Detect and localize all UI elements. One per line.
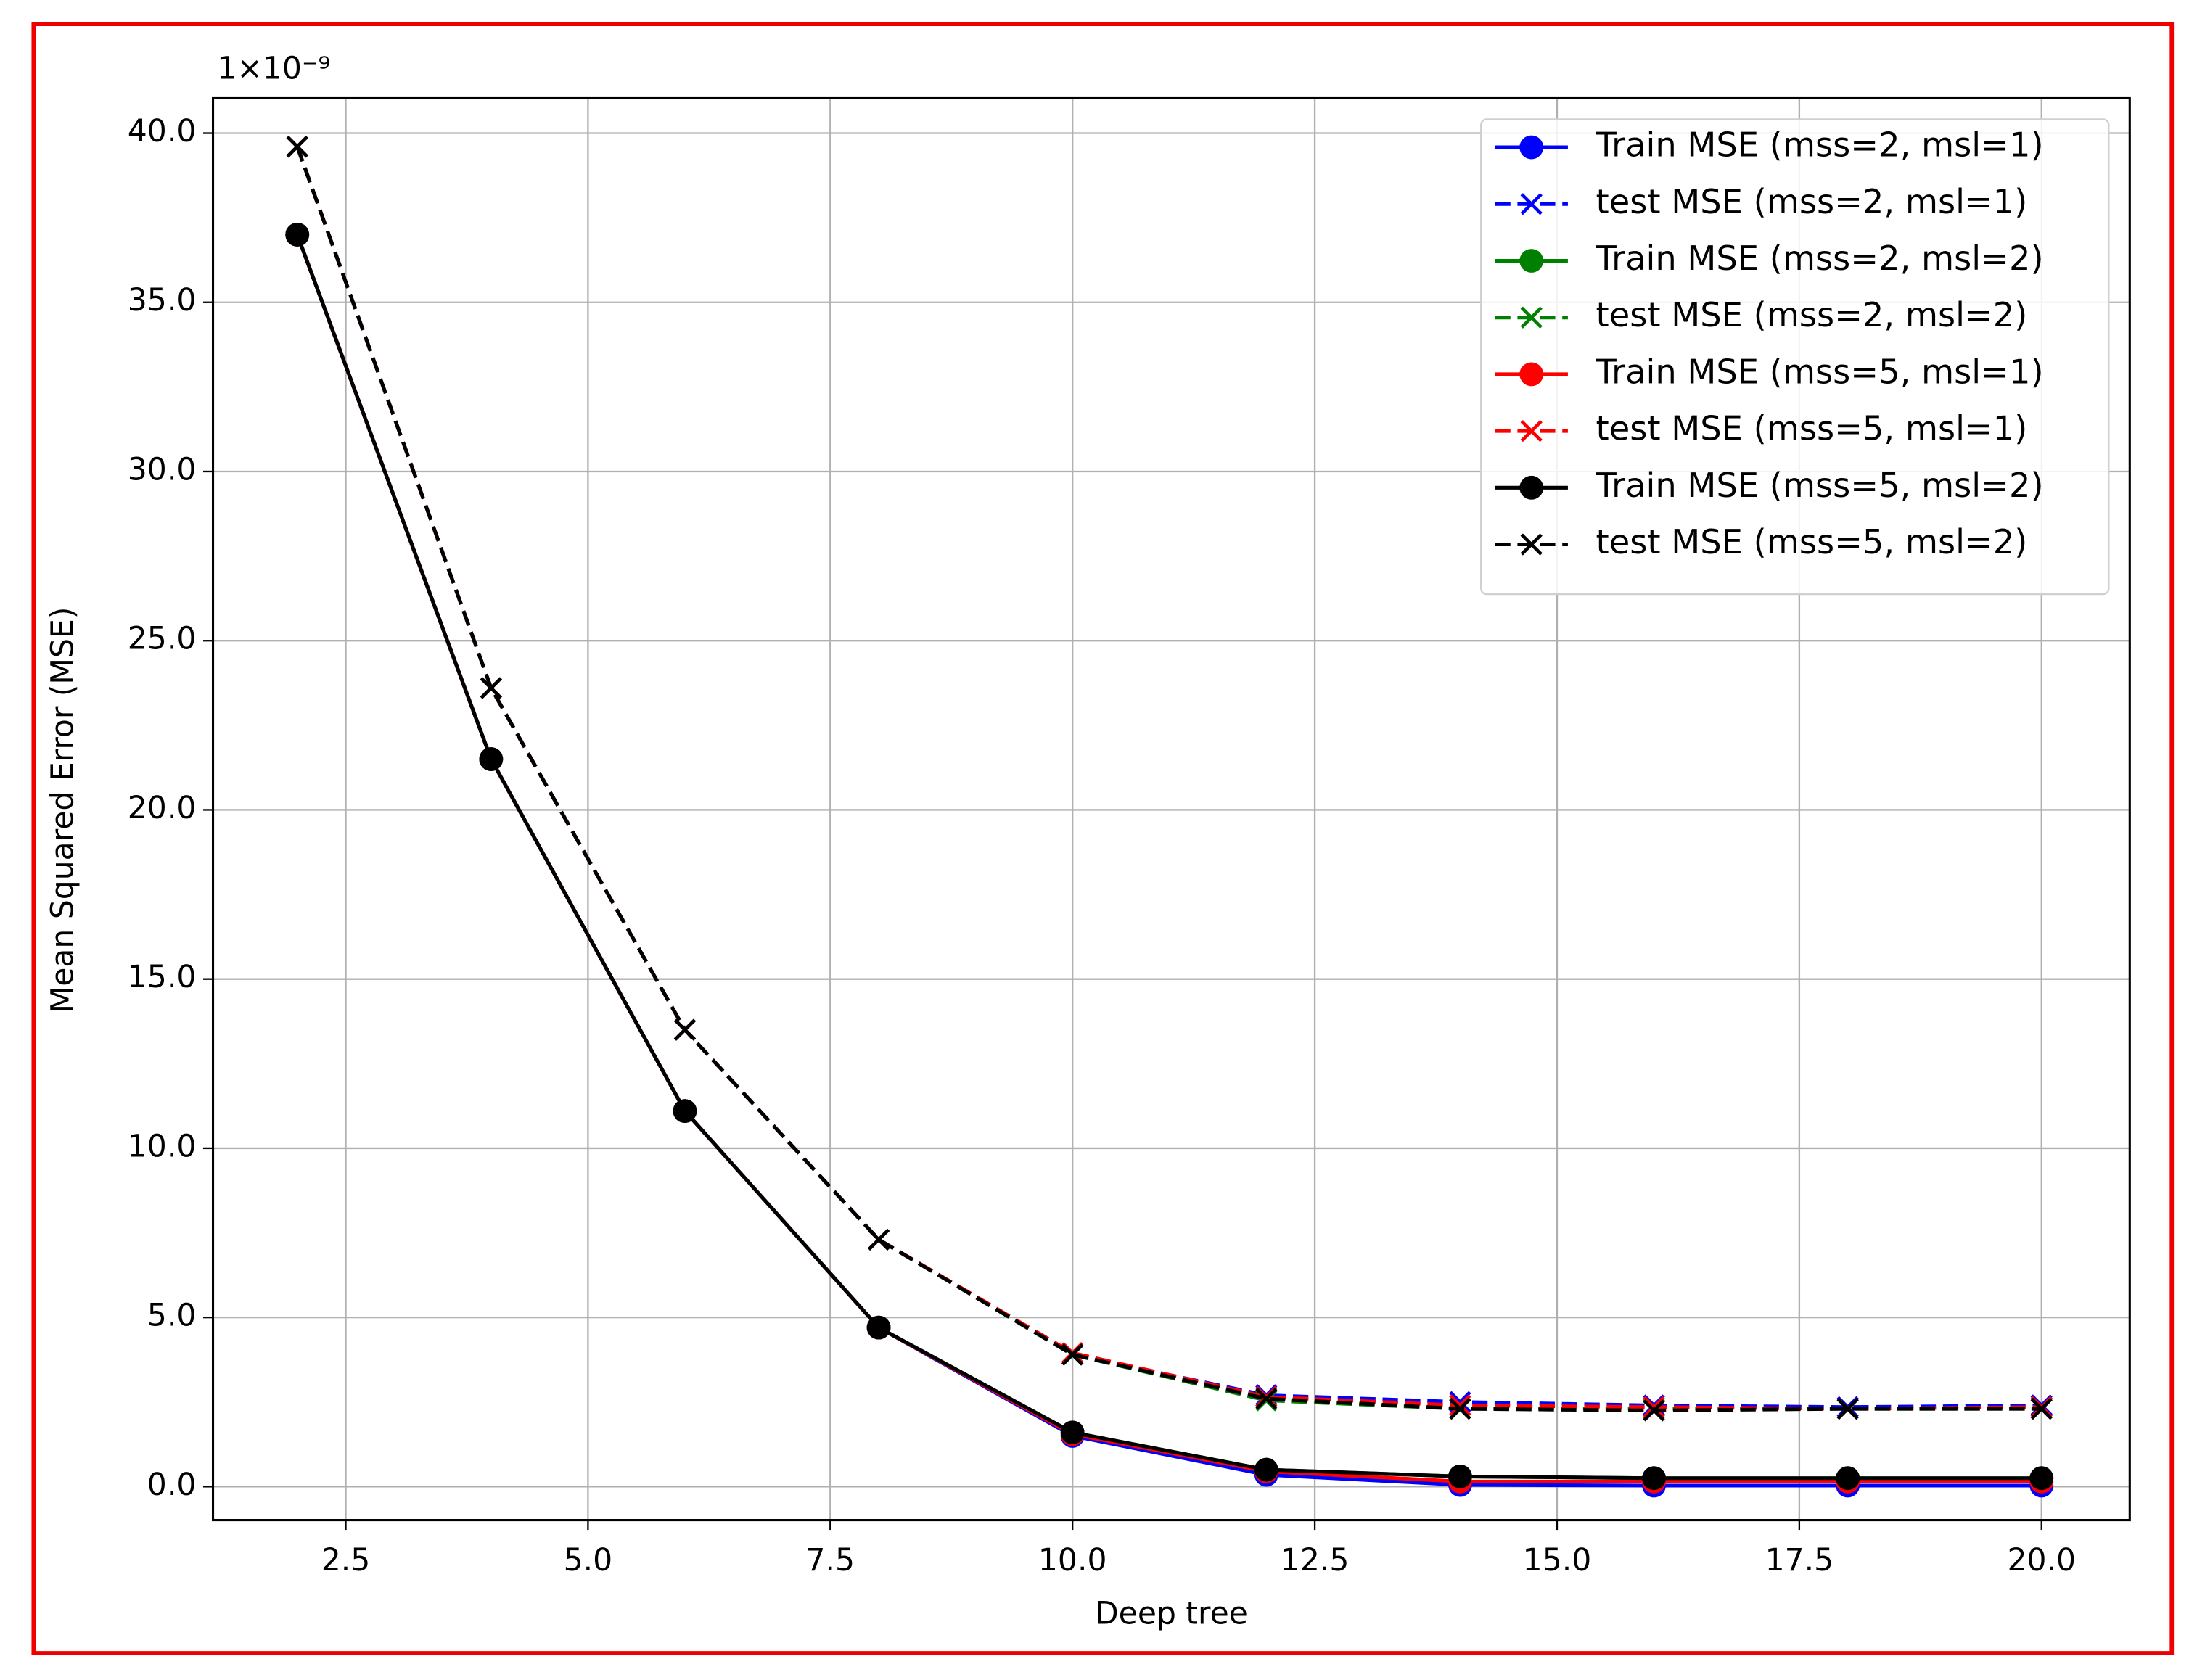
legend-label: test MSE (mss=5, msl=2) xyxy=(1596,522,2028,561)
frame xyxy=(31,22,2175,1655)
marker xyxy=(479,747,504,771)
y-tick-label: 30.0 xyxy=(128,452,197,487)
y-tick-label: 20.0 xyxy=(128,791,197,826)
marker xyxy=(1449,1394,1471,1417)
marker xyxy=(1643,1399,1665,1422)
marker xyxy=(1836,1466,1860,1491)
x-tick-label: 2.5 xyxy=(321,1543,371,1578)
marker xyxy=(867,1228,890,1251)
marker xyxy=(1448,1464,1472,1488)
marker xyxy=(1060,1420,1085,1445)
marker xyxy=(1520,193,1543,215)
marker xyxy=(1520,419,1543,442)
legend-label: Train MSE (mss=5, msl=1) xyxy=(1596,352,2044,391)
marker xyxy=(2029,1466,2054,1491)
legend-label: test MSE (mss=2, msl=1) xyxy=(1596,182,2028,221)
x-tick-label: 17.5 xyxy=(1765,1543,1834,1578)
y-tick-label: 25.0 xyxy=(128,622,197,657)
marker xyxy=(1519,249,1544,273)
y-tick-label: 5.0 xyxy=(147,1298,197,1334)
legend-label: Train MSE (mss=5, msl=2) xyxy=(1596,466,2044,505)
y-tick-label: 10.0 xyxy=(128,1129,197,1164)
legend-label: Train MSE (mss=2, msl=2) xyxy=(1596,239,2044,278)
plot-border xyxy=(211,96,2131,1522)
x-tick-label: 5.0 xyxy=(564,1543,613,1578)
marker xyxy=(673,1099,697,1124)
marker xyxy=(1519,135,1544,160)
marker xyxy=(673,1018,697,1041)
x-tick-label: 20.0 xyxy=(2007,1543,2076,1578)
legend-label: Train MSE (mss=2, msl=1) xyxy=(1596,125,2044,165)
legend-label: test MSE (mss=5, msl=1) xyxy=(1596,409,2028,448)
legend-box xyxy=(1480,118,2110,596)
series-line xyxy=(295,234,2042,1481)
y-offset-text: 1×10⁻⁹ xyxy=(217,51,330,86)
marker xyxy=(1519,362,1544,387)
marker xyxy=(1836,1397,1859,1420)
marker xyxy=(2030,1397,2053,1420)
marker xyxy=(1643,1396,1665,1418)
series-line xyxy=(295,146,2042,1412)
x-tick-label: 15.0 xyxy=(1523,1543,1592,1578)
y-tick-label: 35.0 xyxy=(128,283,197,318)
y-tick-label: 40.0 xyxy=(128,114,197,149)
y-tick-label: 0.0 xyxy=(147,1467,197,1503)
x-tick-label: 12.5 xyxy=(1281,1543,1350,1578)
legend-label: test MSE (mss=2, msl=2) xyxy=(1596,295,2028,334)
marker xyxy=(480,677,502,699)
marker xyxy=(1255,1387,1278,1410)
x-tick-label: 10.0 xyxy=(1038,1543,1107,1578)
marker xyxy=(1061,1343,1084,1366)
legend: Train MSE (mss=2, msl=1) test MSE (mss=2,… xyxy=(1480,118,2110,596)
marker xyxy=(1254,1457,1278,1482)
marker xyxy=(1642,1466,1666,1491)
marker xyxy=(1520,306,1543,329)
marker xyxy=(285,223,310,247)
y-axis-label: Mean Squared Error (MSE) xyxy=(45,607,81,1013)
marker xyxy=(866,1315,891,1340)
marker xyxy=(1520,533,1543,556)
marker xyxy=(1519,475,1544,500)
x-axis-label: Deep tree xyxy=(1095,1596,1248,1631)
y-tick-label: 15.0 xyxy=(128,960,197,995)
marker xyxy=(286,136,308,158)
marker xyxy=(1449,1397,1471,1420)
x-tick-label: 7.5 xyxy=(806,1543,855,1578)
